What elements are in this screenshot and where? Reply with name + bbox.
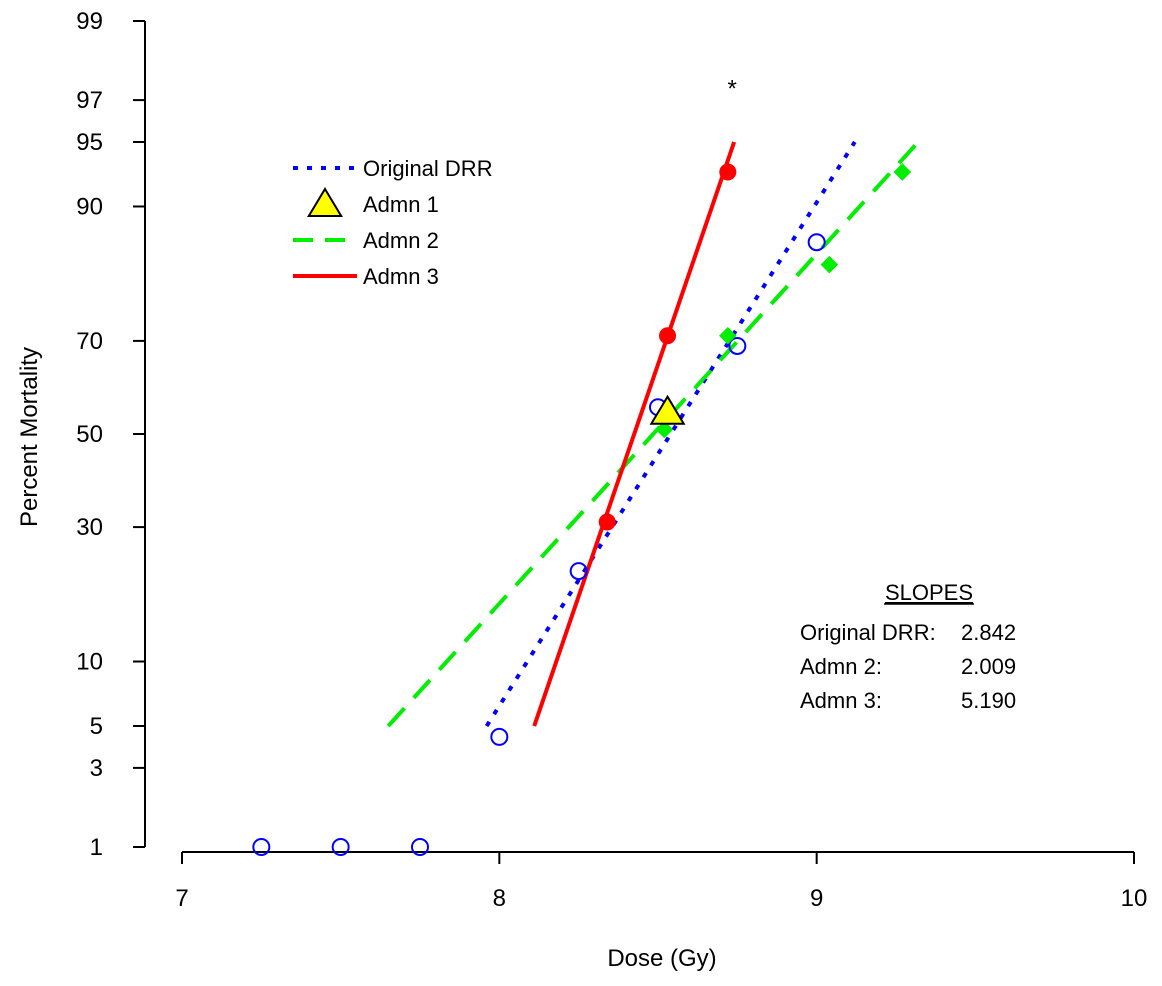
slopes-row-label: Admn 3: (800, 688, 882, 713)
x-axis-title: Dose (Gy) (607, 945, 716, 972)
data-point-series-3-1 (659, 327, 677, 345)
y-tick-label: 1 (90, 834, 103, 861)
legend-label-2: Admn 2 (363, 228, 439, 253)
y-tick-label: 97 (76, 87, 103, 114)
y-tick-label: 95 (76, 129, 103, 156)
y-tick-label: 50 (76, 421, 103, 448)
data-point-series-0-4 (569, 562, 588, 581)
x-tick-label: 9 (810, 885, 823, 912)
x-tick-label: 10 (1121, 885, 1148, 912)
legend-marker-1 (307, 187, 343, 217)
slopes-title: SLOPES (885, 580, 973, 605)
annotation-asterisk: * (727, 76, 736, 103)
slopes-row-value: 5.190 (961, 688, 1016, 713)
data-point-series-3-0 (598, 513, 616, 531)
x-tick-label: 7 (175, 885, 188, 912)
data-point-series-2-1 (719, 327, 737, 345)
fit-line-series-0 (484, 140, 857, 728)
data-point-series-0-7 (807, 233, 826, 252)
y-axis-title: Percent Mortality (16, 347, 43, 527)
data-point-series-0-1 (331, 838, 350, 856)
legend: Original DRR Admn 1 Admn 2 Admn 3 (293, 156, 493, 289)
x-tick-label: 8 (493, 885, 506, 912)
slopes-box: SLOPES Original DRR: 2.842 Admn 2: 2.009 Admn… (800, 580, 1016, 713)
y-tick-label: 99 (76, 8, 103, 35)
y-tick-label: 5 (90, 713, 103, 740)
data-point-series-2-0 (655, 420, 674, 439)
data-point-series-0-0 (252, 838, 271, 856)
axes: 1 3 5 10 30 50 70 90 95 97 99 7 8 9 10 Dose (Gy) Percent… (16, 8, 1147, 972)
fit-line-series-3 (532, 141, 737, 727)
data-point-series-1-0 (649, 394, 686, 425)
data-point-series-3-2 (719, 163, 737, 181)
y-tick-label: 30 (76, 514, 103, 541)
data-point-series-2-2 (820, 255, 839, 274)
data-point-series-0-6 (728, 336, 747, 355)
fit-lines (386, 140, 920, 728)
y-tick-label: 10 (76, 649, 103, 676)
y-tick-label: 90 (76, 193, 103, 220)
legend-label-0: Original DRR (363, 156, 493, 181)
legend-label-1: Admn 1 (363, 192, 439, 217)
legend-label-3: Admn 3 (363, 264, 439, 289)
slopes-row-value: 2.842 (961, 620, 1016, 645)
y-tick-label: 70 (76, 328, 103, 355)
annotations: * (727, 76, 736, 103)
fit-line-series-2 (386, 140, 920, 728)
data-point-series-0-2 (411, 838, 429, 856)
slopes-row-label: Admn 2: (800, 654, 882, 679)
data-point-series-0-3 (490, 727, 509, 746)
data-points (252, 163, 912, 856)
y-tick-label: 3 (90, 755, 103, 782)
slopes-row-label: Original DRR: (800, 620, 936, 645)
data-point-series-2-3 (893, 163, 912, 181)
slopes-row-value: 2.009 (961, 654, 1016, 679)
